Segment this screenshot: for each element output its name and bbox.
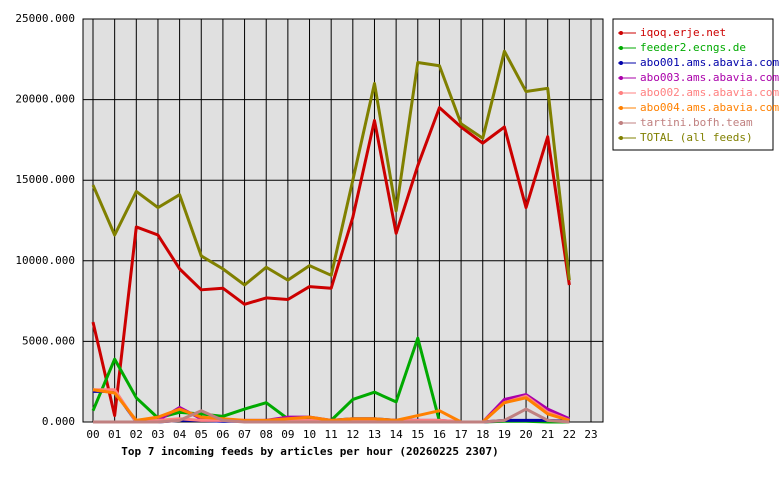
x-tick-label: 21 (541, 428, 554, 441)
x-tick-label: 19 (498, 428, 511, 441)
y-tick-label: 5000.000 (22, 334, 75, 347)
x-tick-label: 10 (303, 428, 316, 441)
legend-label: abo003.ams.abavia.com (640, 71, 779, 84)
x-tick-label: 08 (260, 428, 273, 441)
legend-label: feeder2.ecngs.de (640, 41, 746, 54)
x-tick-label: 22 (563, 428, 576, 441)
legend-marker (619, 76, 623, 80)
legend-label: abo002.ams.abavia.com (640, 86, 779, 99)
legend-label: TOTAL (all feeds) (640, 131, 753, 144)
legend-marker (619, 121, 623, 125)
x-tick-label: 14 (390, 428, 404, 441)
legend-label: tartini.bofh.team (640, 116, 753, 129)
chart-title: Top 7 incoming feeds by articles per hou… (121, 445, 499, 458)
x-tick-label: 20 (519, 428, 532, 441)
x-tick-label: 18 (476, 428, 489, 441)
y-tick-label: 10000.000 (15, 254, 75, 267)
legend-label: iqoq.erje.net (640, 26, 726, 39)
legend (612, 18, 774, 151)
x-tick-label: 00 (86, 428, 99, 441)
y-tick-label: 25000.000 (15, 12, 75, 25)
x-tick-label: 06 (216, 428, 229, 441)
legend-marker (619, 136, 623, 140)
x-tick-label: 03 (151, 428, 164, 441)
x-tick-label: 12 (346, 428, 359, 441)
y-tick-label: 15000.000 (15, 173, 75, 186)
legend-marker (619, 106, 623, 110)
legend-label: abo004.ams.abavia.com (640, 101, 779, 114)
legend-marker (619, 31, 623, 35)
legend-marker (619, 91, 623, 95)
x-tick-label: 09 (281, 428, 294, 441)
legend-marker (619, 61, 623, 65)
series-line (91, 106, 571, 418)
x-tick-label: 04 (173, 428, 187, 441)
x-tick-label: 17 (454, 428, 467, 441)
x-tick-label: 16 (433, 428, 446, 441)
x-tick-label: 02 (130, 428, 143, 441)
x-tick-label: 15 (411, 428, 424, 441)
x-tick-label: 07 (238, 428, 251, 441)
series-line (92, 388, 570, 424)
series-line (93, 407, 570, 424)
x-tick-label: 01 (108, 428, 121, 441)
legend-label: abo001.ams.abavia.com (640, 56, 779, 69)
y-tick-label: 0.000 (42, 415, 75, 428)
legend-marker (619, 46, 623, 50)
x-tick-label: 13 (368, 428, 381, 441)
x-tick-label: 05 (195, 428, 208, 441)
y-tick-label: 20000.000 (15, 93, 75, 106)
series-line (91, 49, 571, 287)
x-tick-label: 11 (325, 428, 338, 441)
x-tick-label: 23 (584, 428, 597, 441)
